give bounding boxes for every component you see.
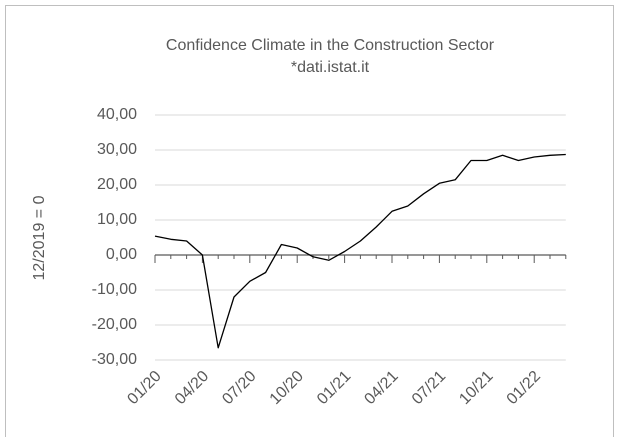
y-tick-label: 20,00: [97, 176, 137, 193]
chart-title: Confidence Climate in the Construction S…: [166, 37, 495, 54]
line: [154, 153, 566, 349]
y-tick-label: 40,00: [97, 106, 137, 123]
y-tick-label: 30,00: [97, 141, 137, 158]
y-tick-label: -10,00: [92, 281, 137, 298]
chart-subtitle: *dati.istat.it: [291, 59, 370, 76]
chart-border: [5, 5, 614, 437]
y-axis-title: 12/2019 = 0: [31, 195, 48, 280]
y-tick-label: -30,00: [92, 351, 137, 368]
y-tick-label: 0,00: [106, 246, 137, 263]
y-tick-label: -20,00: [92, 316, 137, 333]
y-tick-label: 10,00: [97, 211, 137, 228]
